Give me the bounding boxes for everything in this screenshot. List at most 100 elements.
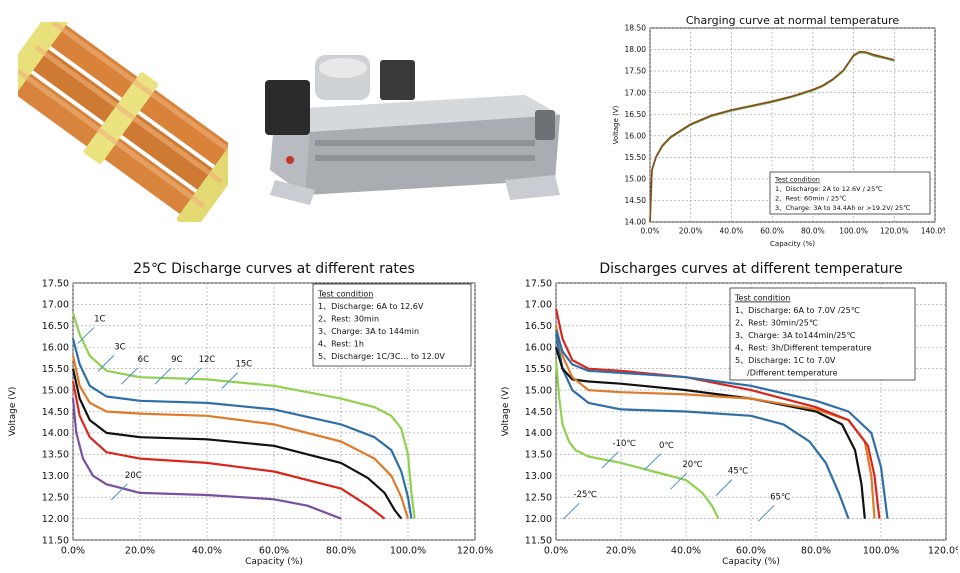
- series-line-6C: [71, 355, 410, 519]
- y-tick-label: 17.00: [525, 300, 552, 311]
- charging-curve-chart: Charging curve at normal temperature 14.0…: [612, 14, 945, 248]
- y-tick-label: 15.00: [42, 385, 69, 396]
- test-condition-title: Test condition: [774, 176, 820, 184]
- battery-module-photo: [265, 55, 560, 205]
- x-tick-label: 120.0%: [880, 227, 909, 236]
- test-condition-line: 3、Charge: 3A to144min/25℃: [735, 331, 855, 340]
- x-axis-label: Capacity (%): [722, 557, 780, 567]
- annotation-label: 20C: [125, 471, 142, 481]
- annotation-arrow: [221, 372, 239, 389]
- x-axis-label: Capacity (%): [770, 240, 815, 248]
- chart-title: Charging curve at normal temperature: [686, 14, 899, 27]
- test-condition-line: 1、Discharge: 6A to 12.6V: [318, 302, 424, 311]
- y-tick-label: 16.00: [42, 343, 69, 354]
- series-line-65: [554, 329, 889, 519]
- y-tick-label: 16.00: [525, 343, 552, 354]
- y-tick-label: 15.50: [625, 153, 647, 162]
- x-tick-label: 60.0%: [736, 546, 766, 557]
- series-line--10: [554, 334, 850, 519]
- y-tick-label: 17.00: [42, 300, 69, 311]
- y-tick-label: 14.00: [625, 218, 647, 227]
- y-axis-label: Voltage (V): [612, 105, 620, 144]
- test-condition-line: 2、Rest: 30min/25℃: [735, 319, 818, 328]
- y-tick-label: 14.50: [625, 196, 647, 205]
- annotation-label: 20℃: [682, 460, 703, 470]
- y-tick-label: 16.50: [42, 321, 69, 332]
- y-tick-label: 16.50: [625, 110, 647, 119]
- series-line-15C: [71, 398, 342, 520]
- discharge-rates-chart: 25℃ Discharge curves at different rates 1…: [8, 261, 493, 567]
- y-tick-label: 17.50: [42, 278, 69, 289]
- test-condition-title: Test condition: [734, 294, 790, 303]
- series-line-45: [554, 308, 881, 519]
- y-tick-label: 11.50: [42, 535, 69, 546]
- chart-title: Discharges curves at different temperatu…: [599, 261, 902, 277]
- test-condition-line: 2、Rest: 30min: [318, 315, 379, 324]
- y-tick-label: 17.50: [525, 278, 552, 289]
- annotation-label: 15C: [235, 360, 252, 370]
- y-tick-label: 17.50: [625, 67, 647, 76]
- annotation-arrow: [120, 367, 138, 385]
- x-tick-label: 60.0%: [760, 227, 784, 236]
- series-line-9C: [71, 368, 403, 520]
- test-condition-line: 5、Discharge: 1C to 7.0V: [735, 356, 836, 365]
- y-tick-label: 18.50: [625, 24, 647, 33]
- annotation-arrow: [757, 504, 775, 522]
- y-tick-label: 18.00: [625, 45, 647, 54]
- series-line-3C: [71, 338, 413, 519]
- annotation-label: -25℃: [574, 490, 598, 500]
- x-tick-label: 80.0%: [801, 227, 825, 236]
- y-tick-label: 14.00: [525, 428, 552, 439]
- x-tick-label: 80.0%: [326, 546, 356, 557]
- y-tick-label: 13.50: [42, 450, 69, 461]
- test-condition-line: 5、Discharge: 1C/3C… to 12.0V: [318, 352, 445, 361]
- test-condition-line: 1、Discharge: 2A to 12.6V / 25℃: [775, 185, 883, 193]
- annotation-label: 0℃: [659, 441, 674, 451]
- annotation-arrow: [601, 451, 619, 469]
- x-tick-label: 40.0%: [671, 546, 701, 557]
- annotation-arrow: [644, 453, 661, 471]
- y-tick-label: 16.50: [525, 321, 552, 332]
- series-line-20: [554, 325, 876, 519]
- annotation-label: 3C: [114, 342, 125, 352]
- test-condition-line: 2、Rest: 60min / 25℃: [775, 195, 846, 203]
- y-tick-label: 14.50: [42, 407, 69, 418]
- x-tick-label: 40.0%: [192, 546, 222, 557]
- test-condition-box: [769, 171, 931, 215]
- y-tick-label: 14.50: [525, 407, 552, 418]
- annotation-label: 1C: [94, 315, 105, 325]
- x-tick-label: 40.0%: [720, 227, 744, 236]
- x-axis-label: Capacity (%): [245, 557, 303, 567]
- series-line-1C: [71, 312, 416, 519]
- y-tick-label: 12.50: [42, 492, 69, 503]
- test-condition-box: [312, 283, 472, 367]
- test-condition-line: 3、Charge: 3A to 144min: [318, 327, 419, 336]
- x-tick-label: 80.0%: [801, 546, 831, 557]
- series-line-0: [554, 346, 866, 519]
- x-tick-label: 0.0%: [544, 546, 568, 557]
- x-tick-label: 20.0%: [679, 227, 703, 236]
- annotation-label: 6C: [138, 355, 149, 365]
- annotation-arrow: [77, 327, 95, 344]
- x-tick-label: 120.0%: [928, 546, 958, 557]
- test-condition-box: [729, 287, 916, 381]
- x-tick-label: 0.0%: [61, 546, 85, 557]
- annotation-label: 12C: [199, 355, 216, 365]
- annotation-label: 45℃: [728, 467, 749, 477]
- y-tick-label: 13.00: [42, 471, 69, 482]
- x-tick-label: 100.0%: [839, 227, 868, 236]
- y-tick-label: 15.00: [525, 385, 552, 396]
- x-tick-label: 120.0%: [457, 546, 493, 557]
- y-tick-label: 12.50: [525, 492, 552, 503]
- annotation-arrow: [715, 479, 733, 496]
- y-tick-label: 12.00: [42, 514, 69, 525]
- test-condition-line: 1、Discharge: 6A to 7.0V /25℃: [735, 306, 860, 315]
- y-tick-label: 15.50: [525, 364, 552, 375]
- y-axis-label: Voltage (V): [8, 387, 18, 437]
- series-line: [649, 50, 895, 223]
- y-tick-label: 15.50: [42, 364, 69, 375]
- x-tick-label: 100.0%: [390, 546, 426, 557]
- y-tick-label: 17.00: [625, 88, 647, 97]
- annotation-arrow: [154, 367, 172, 385]
- annotation-arrow: [562, 502, 580, 520]
